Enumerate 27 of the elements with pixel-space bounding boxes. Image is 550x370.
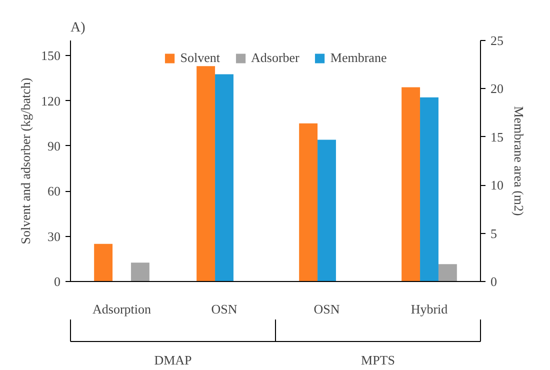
y2-tick-label: 5 xyxy=(490,226,497,241)
bar xyxy=(438,264,457,282)
y-tick-label: 90 xyxy=(48,138,60,154)
text: DMAP xyxy=(154,352,192,368)
x-tick-label: Hybrid xyxy=(410,302,448,316)
legend-label: Membrane xyxy=(330,50,387,66)
y2-tick-label: 10 xyxy=(490,178,504,193)
y2-tick-label: 0 xyxy=(490,274,497,289)
y-tick-label: 120 xyxy=(41,93,60,108)
legend-label: Solvent xyxy=(180,50,220,66)
text: MPTS xyxy=(361,352,395,368)
y-tick-label: 0 xyxy=(54,274,60,289)
y2-axis-title: Membrane area (m2) xyxy=(512,106,526,216)
y-axis-title: Solvent and adsorber (kg/batch) xyxy=(18,78,33,244)
y-tick-label: 150 xyxy=(41,48,60,64)
y-tick-label: 60 xyxy=(48,184,60,199)
chart-title: A) xyxy=(70,20,86,36)
y-tick-label: 30 xyxy=(48,228,60,244)
y2-tick-label: 25 xyxy=(490,33,504,48)
x-tick-label: OSN xyxy=(314,302,340,316)
legend-label: Adsorber xyxy=(251,50,300,66)
y2-tick-label: 15 xyxy=(490,129,504,144)
x-tick-label: Adsorption xyxy=(92,302,152,316)
bar xyxy=(130,262,150,282)
x-tick-label: OSN xyxy=(211,302,238,316)
y2-tick-label: 20 xyxy=(490,81,504,96)
bar xyxy=(94,244,113,282)
